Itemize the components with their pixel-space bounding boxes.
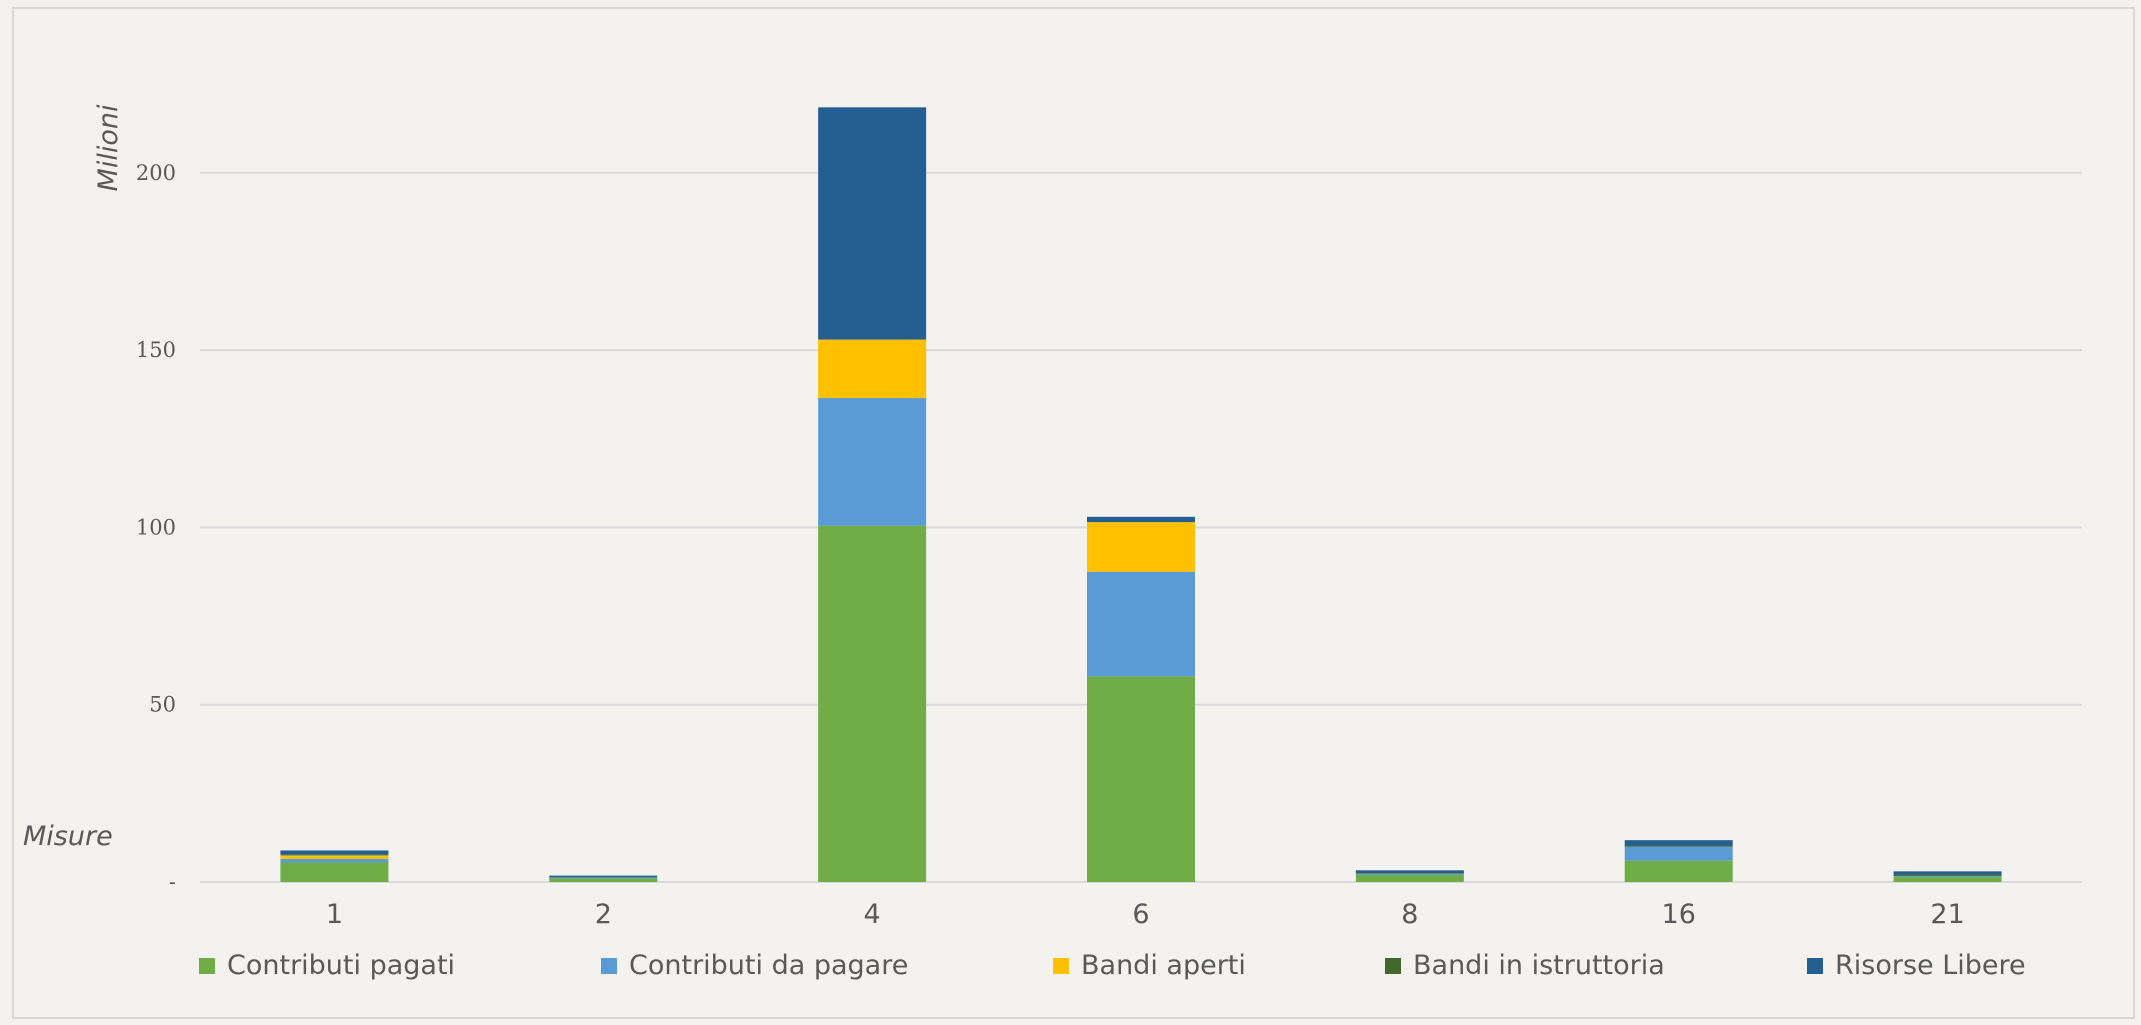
legend-swatch xyxy=(199,958,215,974)
bar-segment xyxy=(1624,860,1733,882)
legend-label: Contributi pagati xyxy=(227,950,455,981)
y-axis-title: Milioni xyxy=(93,104,124,191)
y-axis-ticks: - 50 100 150 200 xyxy=(136,161,176,894)
bar-segment xyxy=(1893,875,2002,877)
legend-item: Risorse Libere xyxy=(1807,950,2026,981)
legend-label: Bandi in istruttoria xyxy=(1413,950,1665,981)
bar-segment xyxy=(549,875,658,878)
bar-segment xyxy=(1087,676,1195,882)
bar-segment xyxy=(1624,846,1733,861)
legend-swatch xyxy=(1053,958,1069,974)
bar-segment xyxy=(1087,516,1195,523)
bar-segment xyxy=(280,858,389,863)
bar-segment xyxy=(1355,873,1464,874)
y-tick-label: 200 xyxy=(136,161,176,185)
legend-swatch xyxy=(601,958,617,974)
x-tick-label: 16 xyxy=(1662,899,1696,930)
y-tick-label: 150 xyxy=(136,338,176,362)
bars xyxy=(280,107,2002,882)
y-tick-label: - xyxy=(169,870,176,894)
bar-segment xyxy=(549,878,658,882)
x-tick-label: 21 xyxy=(1930,899,1964,930)
legend-swatch xyxy=(1385,958,1401,974)
bar-segment xyxy=(1087,571,1195,677)
bar-segment xyxy=(818,525,927,882)
x-axis-ticks: 1 2 4 6 8 16 21 xyxy=(326,899,1965,930)
bar-segment xyxy=(1893,874,2002,876)
chart-frame xyxy=(12,7,2135,1019)
legend-item: Contributi pagati xyxy=(199,950,455,981)
x-tick-label: 1 xyxy=(326,899,343,930)
bar-segment xyxy=(1624,840,1733,846)
bar-segment xyxy=(280,855,389,859)
x-tick-label: 6 xyxy=(1132,899,1149,930)
legend-label: Risorse Libere xyxy=(1835,950,2026,981)
bar-segment xyxy=(1355,870,1464,874)
legend-item: Contributi da pagare xyxy=(601,950,908,981)
y-tick-label: 100 xyxy=(136,515,176,539)
legend: Contributi pagati Contributi da pagare Ban… xyxy=(199,950,2026,981)
bar-segment xyxy=(1355,874,1464,882)
legend-item: Bandi in istruttoria xyxy=(1385,950,1665,981)
x-axis-title: Misure xyxy=(23,821,113,852)
legend-label: Contributi da pagare xyxy=(629,950,908,981)
bar-segment xyxy=(280,862,389,882)
x-tick-label: 4 xyxy=(864,899,881,930)
x-tick-label: 8 xyxy=(1401,899,1418,930)
legend-swatch xyxy=(1807,958,1823,974)
bar-segment xyxy=(1087,522,1195,572)
bar-segment xyxy=(549,877,658,879)
bar-segment xyxy=(1355,873,1464,875)
y-tick-label: 50 xyxy=(149,693,176,717)
legend-label: Bandi aperti xyxy=(1081,950,1246,981)
bar-segment xyxy=(280,854,389,856)
bar-segment xyxy=(818,107,927,340)
bar-segment xyxy=(1893,871,2002,875)
bar-segment xyxy=(1893,876,2002,882)
bar-segment xyxy=(818,398,927,526)
legend-item: Bandi aperti xyxy=(1053,950,1246,981)
bar-segment xyxy=(1624,845,1733,847)
x-tick-label: 2 xyxy=(595,899,612,930)
bar-segment xyxy=(818,339,927,399)
bar-segment xyxy=(280,850,389,855)
